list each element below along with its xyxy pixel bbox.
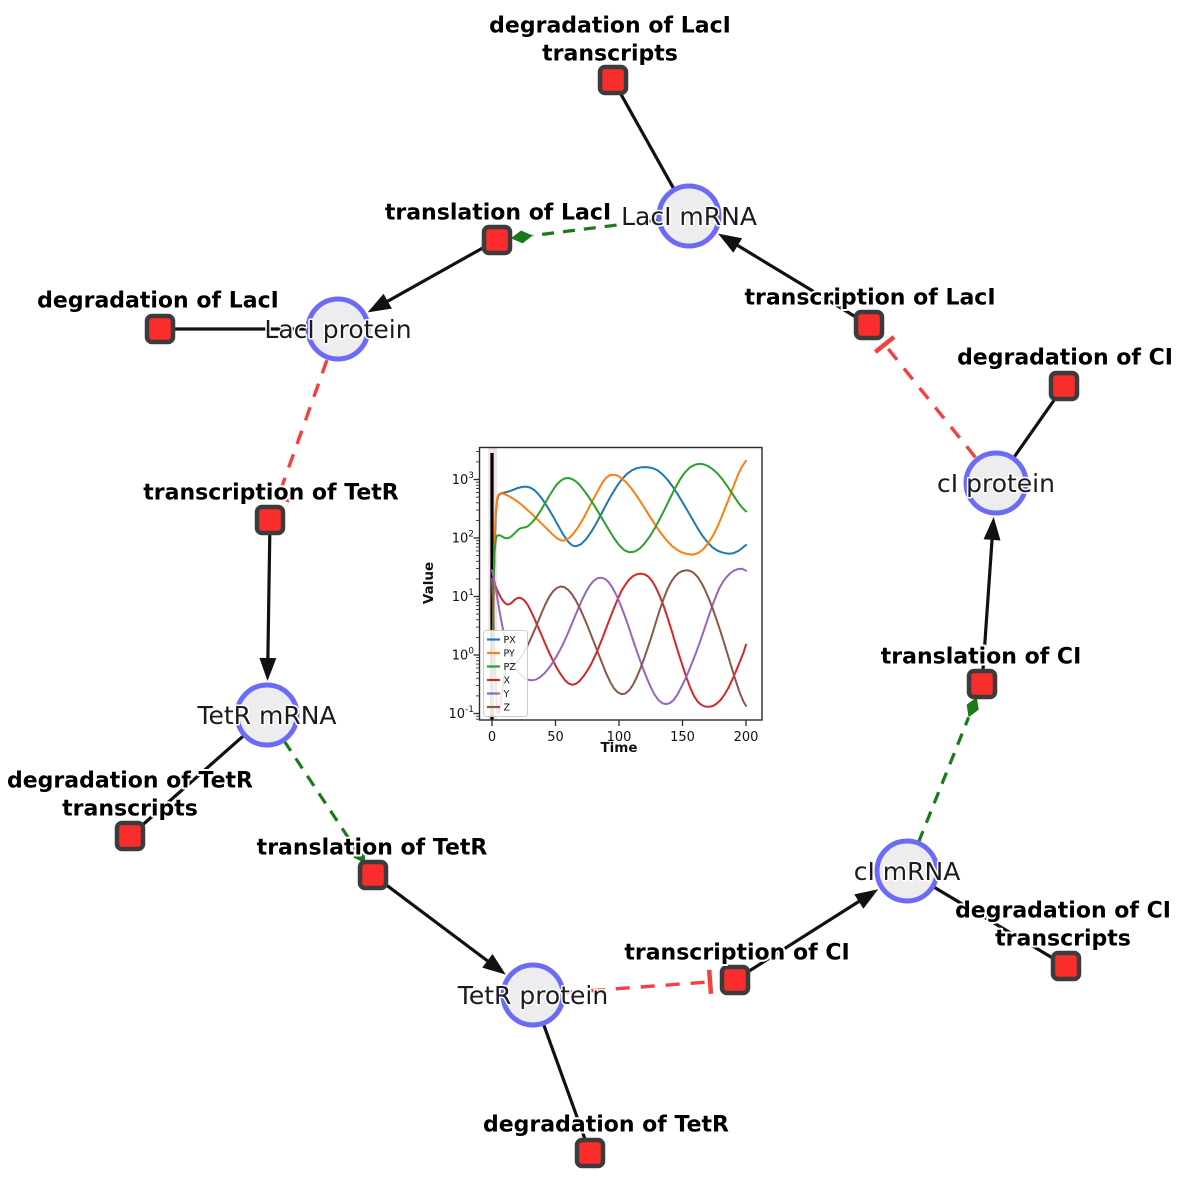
reaction-label-deg_tetr_tx: degradation of TetR <box>7 769 253 794</box>
reaction-node-transcr_tetr <box>254 504 286 536</box>
edge-transl_ci-ci_protein-arrowhead-icon <box>983 516 1001 541</box>
species-label-ci_protein: cI protein <box>937 469 1055 498</box>
edge-transl_laci-laci_protein <box>380 238 498 306</box>
edge-ci_mrna-transl_ci-diamond-arrowhead-icon <box>966 696 979 718</box>
y-tick-label: 103 <box>452 471 474 488</box>
species-node-tetr_mrna <box>234 682 300 748</box>
reaction-node-transl_tetr <box>357 859 389 891</box>
edge-tetr_protein-deg_tetr <box>542 1023 592 1154</box>
edge-ci_mrna-transl_ci <box>917 716 971 843</box>
reaction-label-transcr_laci: transcription of LacI <box>744 286 995 311</box>
x-tick-label: 200 <box>734 730 759 745</box>
reaction-node-transcr_laci <box>853 309 885 341</box>
reaction-node-deg_laci_tx <box>597 64 629 96</box>
species-node-ci_mrna <box>874 838 940 904</box>
reaction-node-deg_tetr <box>574 1137 606 1169</box>
reaction-label-transcr_ci: transcription of CI <box>624 941 849 966</box>
edge-ci_mrna-deg_ci_tx <box>932 885 1067 968</box>
reaction-label-transl_laci: translation of LacI <box>385 201 611 226</box>
edge-laci_protein-transcr_tetr-tbar-icon <box>266 490 291 503</box>
inset-chart: 0 50 100 150 20010-1100101102103TimeValuePXP… <box>421 446 763 756</box>
legend-label-PZ: PZ <box>504 662 517 673</box>
edge-laci_mrna-transl_laci <box>532 218 659 238</box>
species-node-tetr_protein <box>500 962 566 1028</box>
edge-transcr_ci-ci_mrna-arrowhead-icon <box>854 889 879 909</box>
x-tick-label: 50 <box>547 730 564 745</box>
edge-tetr_mrna-deg_tetr_tx <box>128 734 245 838</box>
reaction-label-deg_ci: degradation of CI <box>957 346 1173 371</box>
x-tick-label: 150 <box>670 730 695 745</box>
x-tick-label: 0 <box>488 730 496 745</box>
y-tick-label: 10-1 <box>448 705 474 722</box>
nodes-layer <box>114 64 1082 1169</box>
edge-transcr_laci-laci_mrna <box>730 240 870 327</box>
legend-label-Y: Y <box>503 689 510 700</box>
chart-series-Z <box>491 569 747 715</box>
y-axis-label: Value <box>421 562 437 604</box>
chart-series-PY <box>491 459 747 715</box>
reaction-node-deg_tetr_tx <box>114 820 146 852</box>
y-tick-label: 101 <box>452 588 474 605</box>
edge-transl_tetr-tetr_protein <box>372 873 494 967</box>
edge-tetr_mrna-transl_tetr-diamond-arrowhead-icon <box>353 844 366 864</box>
reaction-node-deg_ci_tx <box>1050 950 1082 982</box>
edge-laci_mrna-transl_laci-diamond-arrowhead-icon <box>510 230 533 244</box>
chart-series-PZ <box>491 462 747 715</box>
reaction-node-transl_ci <box>966 668 998 700</box>
legend-label-X: X <box>504 676 511 687</box>
reaction-node-deg_ci <box>1048 370 1080 402</box>
chart-series-X <box>491 572 747 708</box>
y-tick-label: 102 <box>452 530 474 547</box>
chart-legend: PX PY PZ XYZ <box>483 630 528 717</box>
reaction-label-deg_laci_tx-line2: transcripts <box>542 42 678 67</box>
edge-transl_ci-ci_protein <box>980 532 995 685</box>
edge-ci_protein-transcr_laci-tbar-icon <box>873 335 896 354</box>
legend-label-PX: PX <box>504 635 517 646</box>
edge-tetr_protein-transcr_ci-tbar-icon <box>706 969 714 994</box>
edge-laci_protein-transcr_tetr <box>276 359 329 498</box>
species-node-ci_protein <box>963 450 1029 516</box>
reaction-label-deg_tetr_tx-line2: transcripts <box>62 797 198 822</box>
species-label-laci_mrna: LacI mRNA <box>621 202 757 231</box>
edge-tetr_mrna-transl_tetr <box>282 739 355 846</box>
reaction-label-transl_ci: translation of CI <box>881 645 1082 670</box>
edge-transl_laci-laci_protein-arrowhead-icon <box>367 293 392 313</box>
reaction-node-transl_laci <box>481 224 513 256</box>
chart-series-Y <box>491 567 747 706</box>
chart-axes-frame <box>478 446 763 721</box>
chart-series-PX <box>491 466 747 715</box>
species-node-laci_mrna <box>656 183 722 249</box>
edge-transcr_tetr-tetr_mrna-arrowhead-icon <box>259 657 277 682</box>
legend-label-Z: Z <box>504 703 511 714</box>
edge-transl_tetr-tetr_protein-arrowhead-icon <box>482 954 506 975</box>
edge-transcr_ci-ci_mrna <box>734 896 866 982</box>
species-node-laci_protein <box>305 296 371 362</box>
species-label-tetr_mrna: TetR mRNA <box>196 701 336 730</box>
y-tick-label: 100 <box>452 647 475 664</box>
x-tick-label: 100 <box>607 730 632 745</box>
species-label-ci_mrna: cI mRNA <box>854 857 961 886</box>
edges-layer <box>128 79 1067 1154</box>
reaction-label-deg_ci_tx-line2: transcripts <box>995 927 1131 952</box>
reaction-node-transcr_ci <box>719 964 751 996</box>
edge-transcr_tetr-tetr_mrna <box>266 519 272 666</box>
reaction-label-transl_tetr: translation of TetR <box>257 836 488 861</box>
legend-label-PY: PY <box>504 649 516 660</box>
edge-laci_mrna-deg_laci_tx <box>611 79 676 190</box>
edge-transcr_laci-laci_mrna-arrowhead-icon <box>718 233 743 253</box>
species-label-laci_protein: LacI protein <box>264 315 411 344</box>
reaction-label-deg_ci_tx: degradation of CI <box>955 899 1171 924</box>
reaction-label-deg_laci_tx: degradation of LacI <box>489 14 731 39</box>
reaction-label-deg_tetr: degradation of TetR <box>483 1113 729 1138</box>
labels-layer: LacI mRNA LacI protein TetR mRNA TetR prote… <box>5 12 1175 1140</box>
reaction-node-deg_laci <box>144 313 176 345</box>
reaction-label-deg_laci: degradation of LacI <box>37 289 279 314</box>
species-label-tetr_protein: TetR protein <box>457 981 608 1010</box>
reaction-label-transcr_tetr: transcription of TetR <box>143 481 399 506</box>
x-axis-label: Time <box>600 740 637 756</box>
